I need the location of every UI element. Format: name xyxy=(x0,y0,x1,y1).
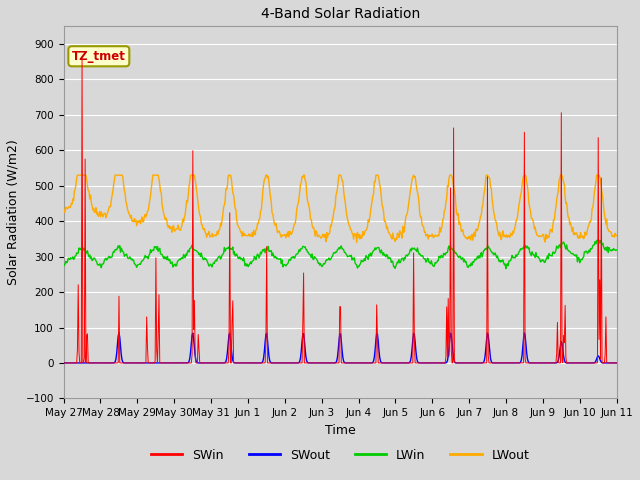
Title: 4-Band Solar Radiation: 4-Band Solar Radiation xyxy=(260,7,420,21)
Text: TZ_tmet: TZ_tmet xyxy=(72,50,126,63)
Legend: SWin, SWout, LWin, LWout: SWin, SWout, LWin, LWout xyxy=(146,444,534,467)
X-axis label: Time: Time xyxy=(324,424,355,437)
Y-axis label: Solar Radiation (W/m2): Solar Radiation (W/m2) xyxy=(7,140,20,285)
